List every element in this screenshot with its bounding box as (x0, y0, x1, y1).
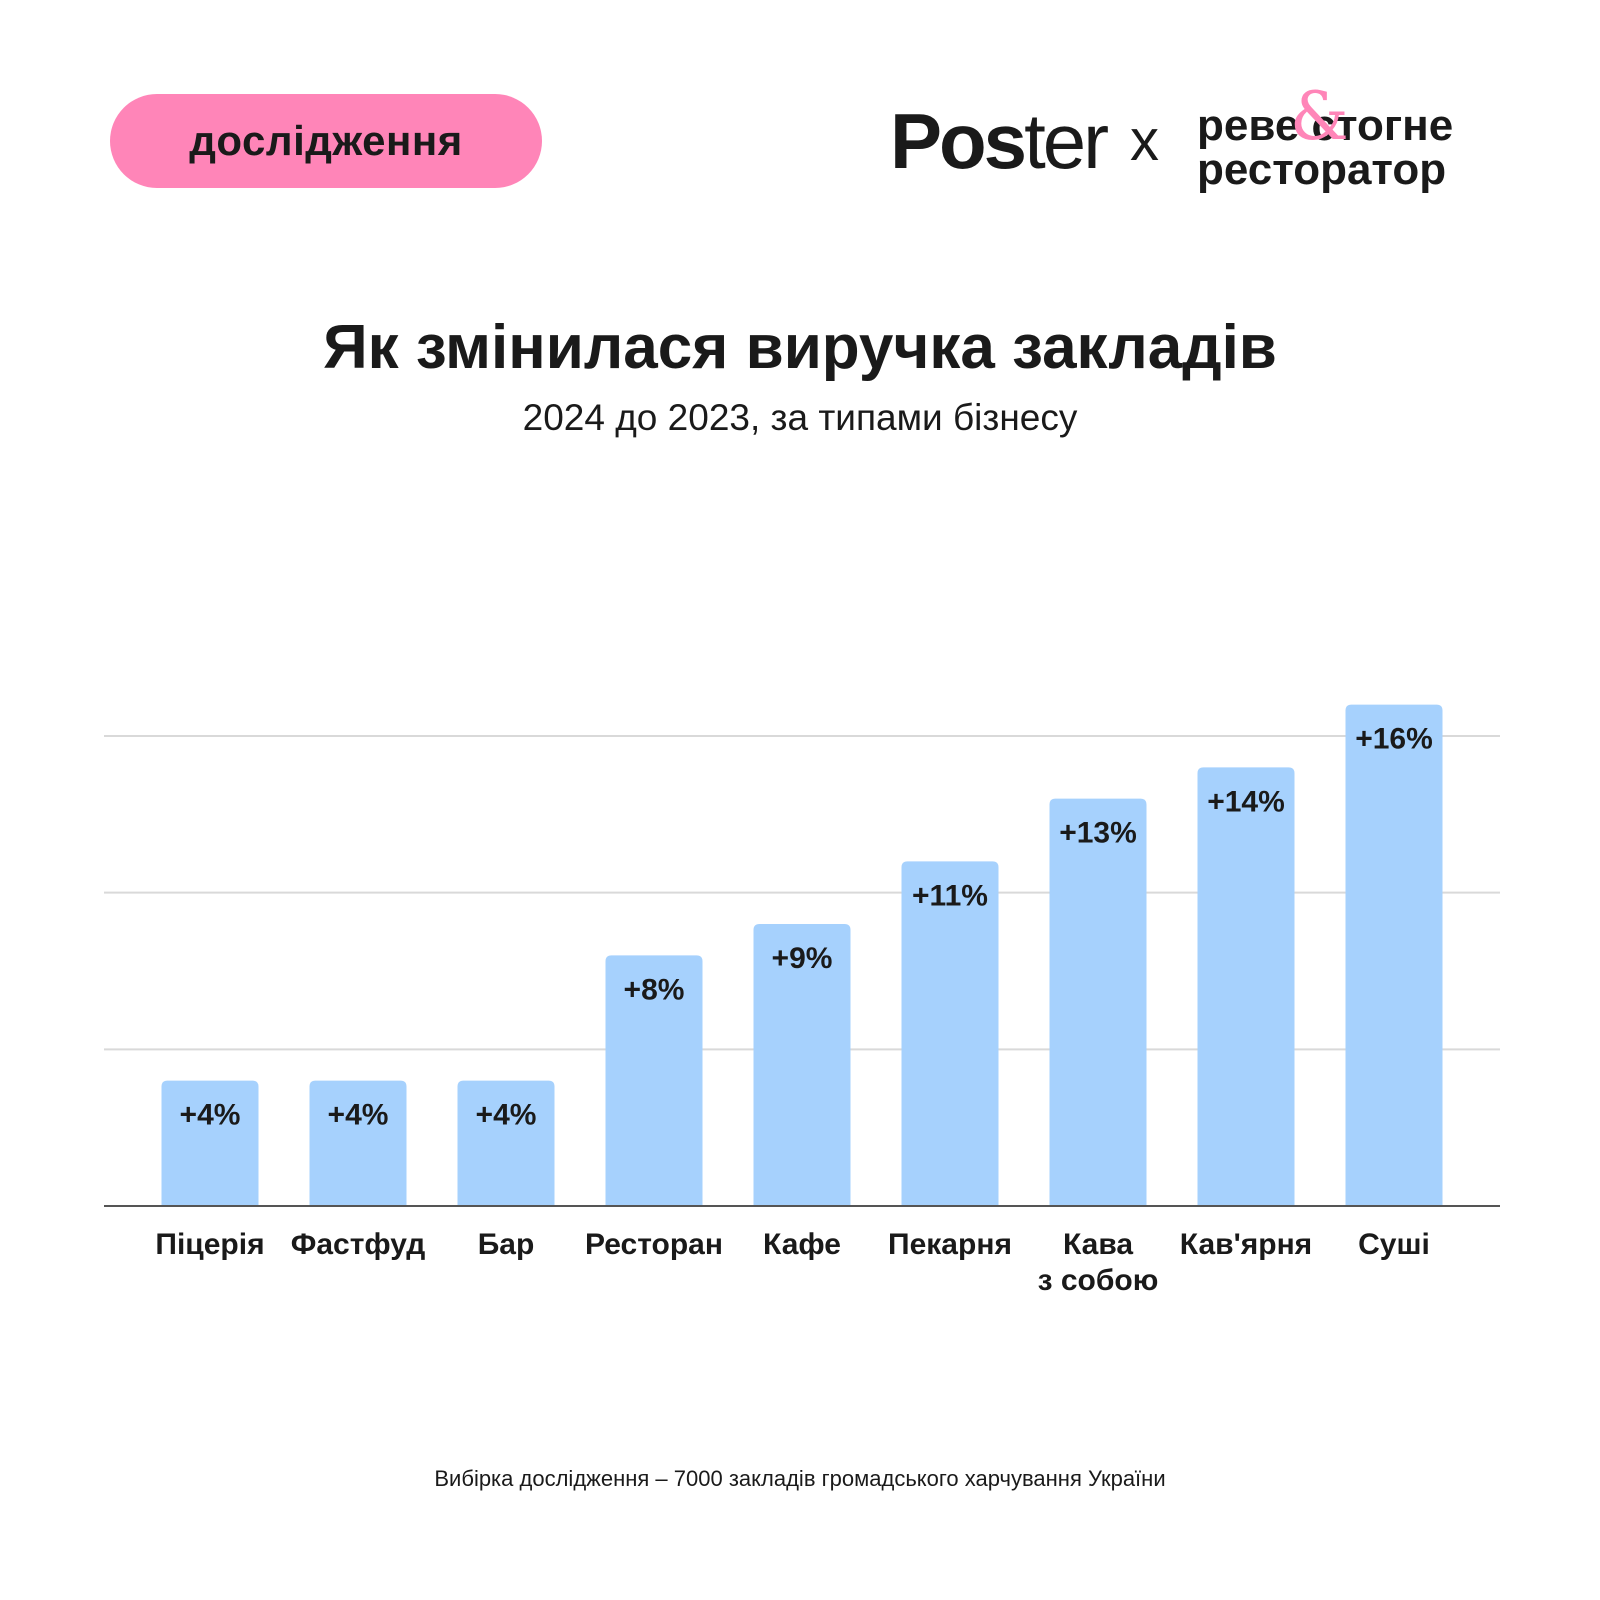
partner-logo: реве стогне & ресторатор (1197, 84, 1454, 194)
research-badge: дослідження (110, 94, 542, 188)
poster-logo-bold: Pos (890, 97, 1027, 185)
category-label: Кав'ярня (1180, 1228, 1312, 1261)
category-label: Піцерія (155, 1228, 264, 1261)
category-label: Бар (478, 1228, 535, 1261)
bar (901, 861, 999, 1206)
partner-logo-ampersand: & (1290, 78, 1349, 155)
partner-logo-line1: реве стогне & (1197, 84, 1454, 150)
data-label: +14% (1207, 785, 1285, 818)
data-label: +4% (476, 1099, 537, 1132)
data-label: +4% (328, 1099, 389, 1132)
category-label: Кава (1063, 1228, 1133, 1261)
category-label: з собою (1038, 1264, 1159, 1297)
category-label: Кафе (763, 1228, 841, 1261)
bar (753, 924, 851, 1206)
data-label: +11% (912, 879, 988, 912)
category-label: Фастфуд (291, 1228, 426, 1261)
partner-logo-line2: ресторатор (1197, 145, 1447, 194)
poster-logo: Poster (890, 102, 1109, 180)
partner-logo-line1-text: реве стогне (1197, 101, 1454, 150)
bar (309, 1080, 407, 1206)
chart-title: Як змінилася виручка закладів (323, 313, 1277, 382)
data-label: +13% (1059, 817, 1137, 850)
category-label: Суші (1358, 1228, 1430, 1261)
chart-subtitle: 2024 до 2023, за типами бізнесу (522, 397, 1078, 438)
logo-separator: x (1130, 108, 1159, 173)
footnote: Вибірка дослідження – 7000 закладів гром… (434, 1466, 1166, 1491)
bar (1197, 767, 1295, 1206)
research-badge-label: дослідження (189, 117, 463, 164)
data-label: +8% (624, 973, 685, 1006)
bar (1049, 798, 1147, 1206)
bar (1345, 704, 1443, 1206)
category-label: Пекарня (888, 1228, 1012, 1261)
data-label: +16% (1355, 723, 1433, 756)
poster-logo-light: ter (1024, 97, 1109, 185)
bar (161, 1080, 259, 1206)
category-label: Ресторан (585, 1228, 723, 1261)
data-label: +4% (180, 1099, 241, 1132)
bar (457, 1080, 555, 1206)
bar (605, 955, 703, 1206)
data-label: +9% (772, 942, 833, 975)
